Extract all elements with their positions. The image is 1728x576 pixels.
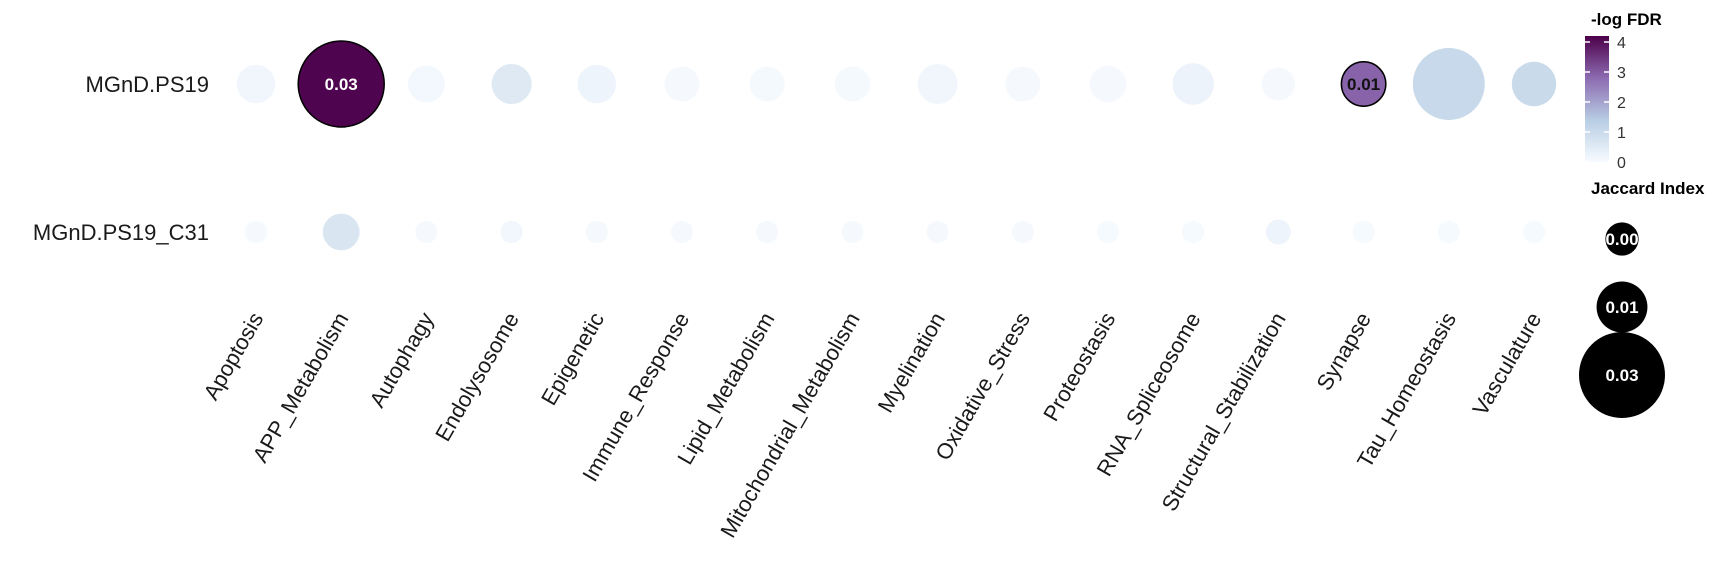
size-legend-dot bbox=[1596, 281, 1648, 333]
dot bbox=[926, 220, 949, 244]
size-legend-dot bbox=[1579, 332, 1665, 418]
dot bbox=[917, 63, 958, 105]
color-legend-title: -log FDR bbox=[1591, 10, 1662, 29]
dot bbox=[1412, 48, 1485, 120]
dot bbox=[834, 66, 870, 102]
size-legend-title: Jaccard Index bbox=[1591, 179, 1705, 198]
colorbar-tick-label: 3 bbox=[1617, 65, 1626, 82]
column-label: Synapse bbox=[1311, 308, 1375, 395]
dot bbox=[1089, 65, 1127, 103]
column-label: APP_Metabolism bbox=[248, 308, 354, 467]
dot bbox=[1096, 220, 1120, 244]
column-label: Myelination bbox=[873, 308, 950, 417]
size-legend-label: 0.03 bbox=[1605, 366, 1638, 385]
dot bbox=[664, 66, 700, 102]
dot bbox=[322, 213, 360, 251]
colorbar-tick-label: 0 bbox=[1617, 155, 1626, 172]
column-label: Endolysosome bbox=[430, 308, 524, 445]
dot bbox=[297, 40, 385, 128]
colorbar-tick-label: 1 bbox=[1617, 125, 1626, 142]
dot bbox=[491, 63, 532, 105]
column-label: Autophagy bbox=[364, 308, 438, 412]
dot bbox=[749, 66, 785, 102]
colorbar-tick-label: 2 bbox=[1617, 95, 1626, 112]
column-label: Vasculature bbox=[1467, 308, 1546, 420]
dot bbox=[1011, 220, 1034, 244]
size-legend-entries: 0.00 0.01 0.03 bbox=[1579, 222, 1665, 418]
dot bbox=[1172, 63, 1214, 105]
dot-value-label: 0.01 bbox=[1347, 75, 1380, 94]
color-legend: -log FDR 0 1 2 3 4 bbox=[1585, 10, 1662, 172]
dot bbox=[1522, 220, 1546, 244]
dot bbox=[407, 65, 445, 103]
row-label: MGnD.PS19_C31 bbox=[33, 220, 209, 245]
row-label: MGnD.PS19 bbox=[86, 72, 210, 97]
column-label: Apoptosis bbox=[198, 308, 268, 404]
size-legend: Jaccard Index 0.00 0.01 0.03 bbox=[1579, 179, 1705, 418]
dot-value-label: 0.03 bbox=[325, 75, 358, 94]
colorbar bbox=[1585, 36, 1609, 162]
dot bbox=[1340, 61, 1387, 107]
dot bbox=[1511, 61, 1557, 107]
column-label: Oxidative_Stress bbox=[930, 308, 1035, 465]
size-legend-dot bbox=[1605, 222, 1639, 256]
dot bbox=[577, 64, 617, 104]
dot-grid: 0.03 0.01 bbox=[236, 40, 1557, 251]
dot bbox=[670, 220, 694, 244]
size-legend-label: 0.01 bbox=[1605, 298, 1638, 317]
dot bbox=[841, 220, 864, 244]
column-label: Epigenetic bbox=[536, 308, 609, 409]
dot bbox=[585, 220, 608, 244]
dot bbox=[1005, 66, 1041, 102]
dot bbox=[415, 220, 438, 244]
dot bbox=[1261, 67, 1296, 101]
dot bbox=[236, 64, 276, 104]
row-labels: MGnD.PS19 MGnD.PS19_C31 bbox=[33, 72, 209, 245]
size-legend-label: 0.00 bbox=[1605, 230, 1638, 249]
colorbar-ticks: 0 1 2 3 4 bbox=[1585, 35, 1626, 172]
dot bbox=[1352, 220, 1375, 244]
dot bbox=[500, 220, 523, 244]
colorbar-tick-label: 4 bbox=[1617, 35, 1626, 52]
column-label: Proteostasis bbox=[1038, 308, 1120, 425]
dot bbox=[1437, 220, 1460, 244]
dot bbox=[756, 220, 779, 244]
dot bbox=[244, 220, 268, 244]
dot bbox=[1265, 219, 1291, 245]
dot bbox=[1182, 220, 1205, 244]
